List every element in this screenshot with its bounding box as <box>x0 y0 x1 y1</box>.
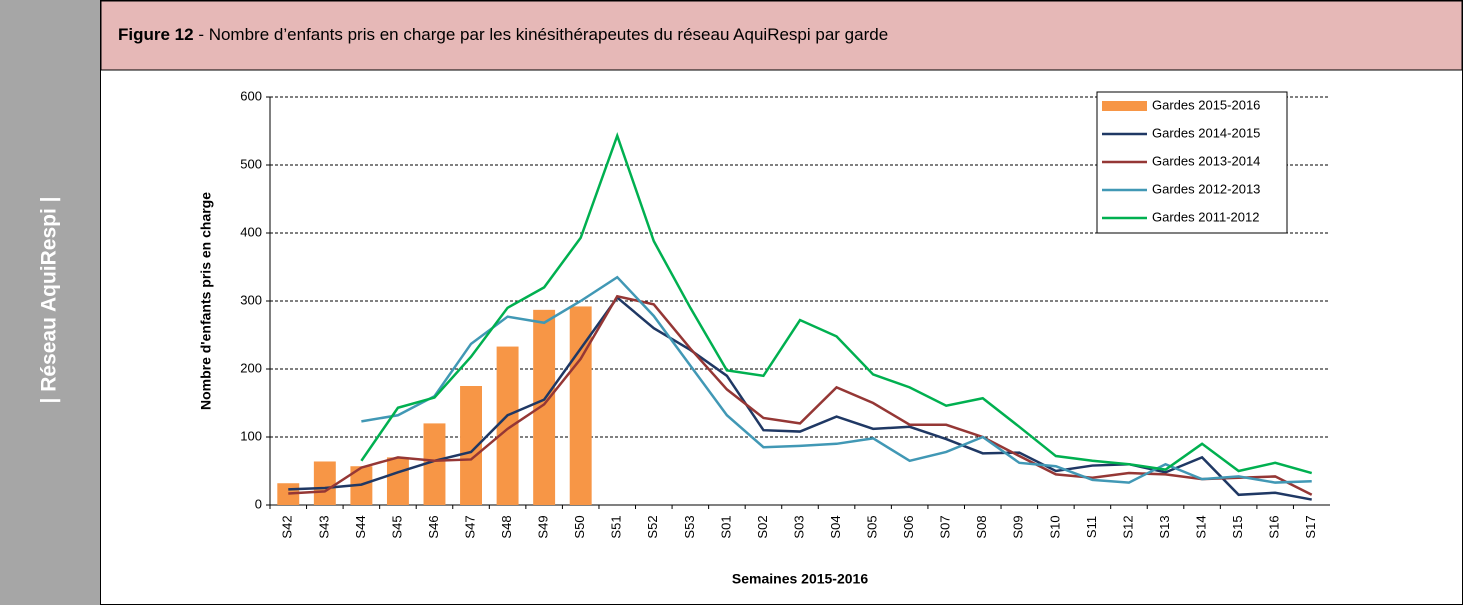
bar <box>496 346 519 505</box>
x-axis-label: Semaines 2015-2016 <box>732 571 868 587</box>
figure-title: - Nombre d’enfants pris en charge par le… <box>194 25 889 44</box>
frame <box>100 0 1463 605</box>
x-tick-label: S50 <box>572 515 587 538</box>
legend-label: Gardes 2011-2012 <box>1152 209 1259 224</box>
legend-label: Gardes 2014-2015 <box>1152 125 1260 140</box>
x-tick-label: S10 <box>1047 515 1062 538</box>
x-tick-label: S12 <box>1120 515 1135 538</box>
y-tick-label: 500 <box>240 156 262 171</box>
x-tick-label: S17 <box>1303 515 1318 538</box>
x-tick-label: S03 <box>791 515 806 538</box>
x-tick-label: S01 <box>718 515 733 538</box>
sidebar-label: | Réseau AquiRespi | <box>38 196 61 403</box>
y-tick-label: 0 <box>255 496 262 511</box>
y-tick-label: 600 <box>240 88 262 103</box>
y-axis-label: Nombre d'enfants pris en charge <box>198 192 214 410</box>
legend-swatch <box>1102 101 1147 111</box>
bar <box>386 457 409 505</box>
y-tick-label: 200 <box>240 360 262 375</box>
line <box>360 132 1313 475</box>
x-tick-label: S49 <box>536 515 551 538</box>
legend-label: Gardes 2013-2014 <box>1152 153 1260 168</box>
x-tick-label: S07 <box>938 515 953 538</box>
y-tick-label: 100 <box>240 428 262 443</box>
x-tick-label: S42 <box>280 515 295 538</box>
x-tick-label: S13 <box>1157 515 1172 538</box>
bar <box>533 309 556 505</box>
x-tick-label: S52 <box>645 515 660 538</box>
y-tick-label: 300 <box>240 292 262 307</box>
x-tick-label: S05 <box>865 515 880 538</box>
x-tick-label: S46 <box>426 515 441 538</box>
x-tick-label: S11 <box>1084 516 1099 538</box>
figure-label: Figure 12 <box>118 25 194 44</box>
x-tick-label: S51 <box>609 515 624 538</box>
legend-label: Gardes 2015-2016 <box>1152 97 1260 112</box>
x-tick-label: S06 <box>901 515 916 538</box>
line <box>288 294 1313 496</box>
line <box>361 275 1312 484</box>
x-tick-label: S02 <box>755 515 770 538</box>
x-tick-label: S53 <box>682 515 697 538</box>
x-tick-label: S15 <box>1230 515 1245 538</box>
x-tick-label: S16 <box>1267 515 1282 538</box>
sidebar <box>0 0 100 605</box>
x-tick-label: S14 <box>1194 515 1209 538</box>
x-tick-label: S43 <box>316 515 331 538</box>
x-tick-label: S47 <box>462 515 477 538</box>
header <box>100 0 1463 71</box>
x-tick-label: S44 <box>353 515 368 538</box>
y-tick-label: 400 <box>240 224 262 239</box>
x-tick-label: S45 <box>389 515 404 538</box>
x-tick-label: S08 <box>974 515 989 538</box>
bar <box>313 461 336 505</box>
x-tick-label: S04 <box>828 515 843 538</box>
header-text: Figure 12 - Nombre d’enfants pris en cha… <box>118 25 888 44</box>
bar <box>423 423 446 505</box>
x-tick-label: S48 <box>499 515 514 538</box>
bar <box>460 386 482 505</box>
legend-label: Gardes 2012-2013 <box>1152 181 1260 196</box>
x-tick-label: S09 <box>1011 515 1026 538</box>
